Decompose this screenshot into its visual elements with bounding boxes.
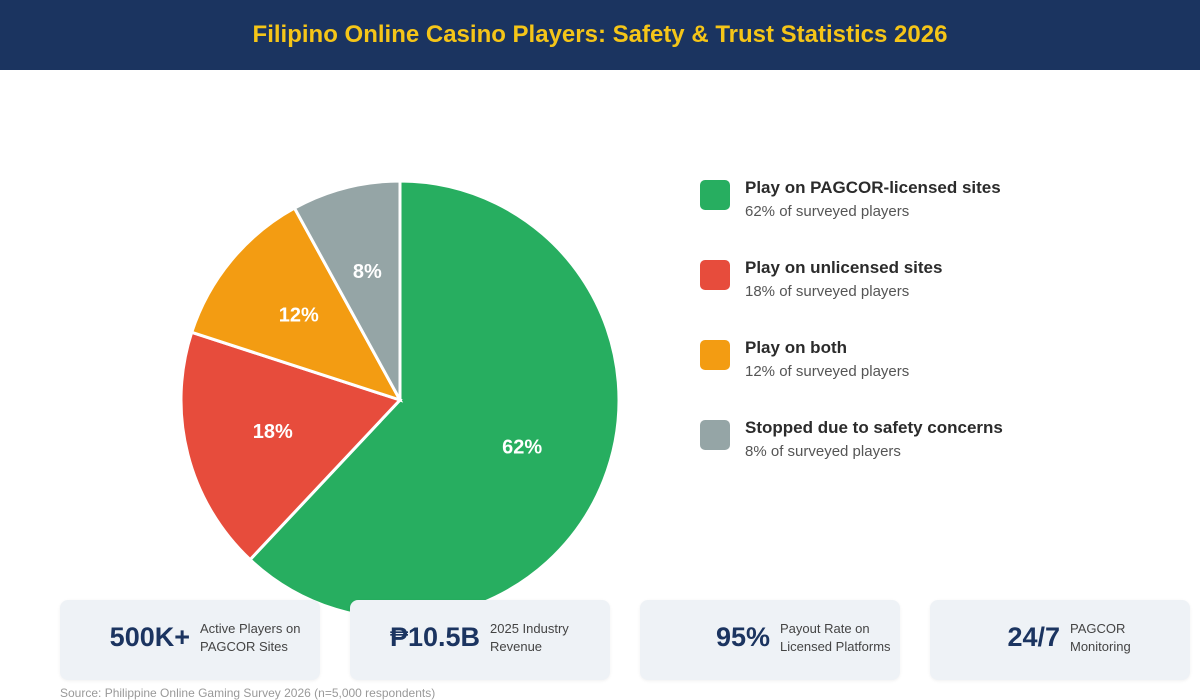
- stat-value-revenue: ₱10.5B: [389, 622, 480, 652]
- stat-label-active-players: Active Players on PAGCOR Sites: [200, 621, 301, 654]
- legend-title-licensed: Play on PAGCOR-licensed sites: [745, 178, 1001, 197]
- stat-label-payout: Payout Rate on Licensed Platforms: [780, 621, 891, 654]
- legend-item-both: Play on both 12% of surveyed players: [700, 338, 1160, 418]
- legend-item-unlicensed: Play on unlicensed sites 18% of surveyed…: [700, 258, 1160, 338]
- legend-item-stopped: Stopped due to safety concerns 8% of sur…: [700, 418, 1160, 498]
- stats-row: 500K+ Active Players on PAGCOR Sites ₱10…: [60, 600, 1190, 680]
- page-title: Filipino Online Casino Players: Safety &…: [252, 21, 948, 48]
- stat-value-monitoring: 24/7: [1007, 622, 1060, 652]
- legend-sub-stopped: 8% of surveyed players: [745, 443, 901, 460]
- legend-sub-unlicensed: 18% of surveyed players: [745, 283, 910, 300]
- legend-swatch-unlicensed: [700, 260, 730, 290]
- pie-slice-unlicensed: [179, 330, 403, 562]
- legend-swatch-licensed: [700, 180, 730, 210]
- legend-title-unlicensed: Play on unlicensed sites: [745, 258, 943, 277]
- pie-label-licensed: 62%: [502, 437, 542, 459]
- pie-label-unlicensed: 18%: [253, 421, 293, 443]
- stat-label-monitoring: PAGCOR Monitoring: [1070, 621, 1131, 654]
- legend-title-both: Play on both: [745, 338, 847, 357]
- stat-value-payout: 95%: [715, 622, 770, 652]
- legend: Play on PAGCOR-licensed sites 62% of sur…: [700, 178, 1160, 498]
- legend-item-licensed: Play on PAGCOR-licensed sites 62% of sur…: [700, 178, 1160, 258]
- source-note: Source: Philippine Online Gaming Survey …: [60, 686, 436, 700]
- stat-card-monitoring: 24/7 PAGCOR Monitoring: [930, 600, 1190, 680]
- legend-title-stopped: Stopped due to safety concerns: [745, 418, 1003, 437]
- stat-card-active-players: 500K+ Active Players on PAGCOR Sites: [60, 600, 320, 680]
- pie-slice-stopped: [292, 179, 402, 401]
- stat-card-revenue: ₱10.5B 2025 Industry Revenue: [350, 600, 610, 680]
- stat-value-active-players: 500K+: [109, 622, 190, 652]
- pie-label-stopped: 8%: [353, 261, 382, 283]
- pie-chart: 62% 18% 12% 8%: [179, 179, 621, 621]
- stat-card-payout: 95% Payout Rate on Licensed Platforms: [640, 600, 900, 680]
- legend-sub-both: 12% of surveyed players: [745, 363, 910, 380]
- pie-slice-both: [189, 206, 404, 403]
- stat-label-revenue: 2025 Industry Revenue: [490, 621, 569, 654]
- pie-label-both: 12%: [279, 305, 319, 327]
- legend-sub-licensed: 62% of surveyed players: [745, 203, 910, 220]
- legend-swatch-both: [700, 340, 730, 370]
- legend-swatch-stopped: [700, 420, 730, 450]
- header-bar: Filipino Online Casino Players: Safety &…: [0, 0, 1200, 70]
